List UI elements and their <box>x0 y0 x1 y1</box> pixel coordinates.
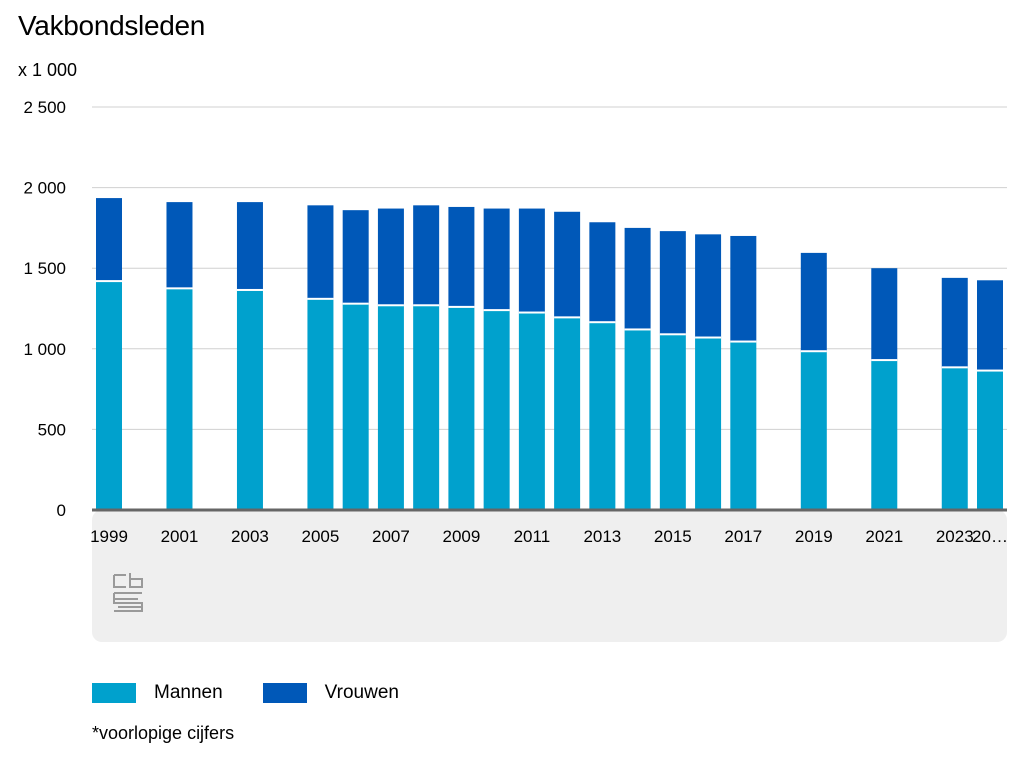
bar-mannen-2023 <box>941 367 968 510</box>
bar-mannen-2016 <box>695 337 722 510</box>
bar-segment-divider <box>871 359 898 362</box>
bar-segment-divider <box>659 333 686 336</box>
bar-vrouwen-2007 <box>377 208 404 306</box>
legend-item-vrouwen: Vrouwen <box>262 682 399 704</box>
x-tick-label: 2007 <box>372 527 410 546</box>
bar-segment-divider <box>483 309 510 312</box>
bar-vrouwen-2005 <box>307 205 334 299</box>
bar-mannen-2015 <box>659 334 686 510</box>
x-tick-label: 2011 <box>514 527 551 546</box>
bar-segment-divider <box>518 311 545 314</box>
bar-mannen-2005 <box>307 298 334 510</box>
bar-segment-divider <box>342 302 369 305</box>
bar-mannen-2017 <box>730 341 757 510</box>
bar-vrouwen-2013 <box>589 222 616 323</box>
y-tick-label: 2 500 <box>23 98 66 117</box>
bars <box>96 198 1003 510</box>
bar-segment-divider <box>589 321 616 324</box>
bar-mannen-2021 <box>871 360 898 510</box>
bar-vrouwen-2021 <box>871 268 898 361</box>
bar-segment-divider <box>941 366 968 369</box>
bar-vrouwen-2015 <box>659 231 686 335</box>
legend-swatch-mannen <box>92 683 136 703</box>
bar-segment-divider <box>554 316 581 319</box>
y-tick-label: 1 500 <box>23 259 66 278</box>
bar-segment-divider <box>448 305 475 308</box>
bar-segment-divider <box>236 288 263 291</box>
bar-vrouwen-2003 <box>236 202 263 290</box>
legend-label-vrouwen: Vrouwen <box>324 682 399 703</box>
y-tick-label: 2 000 <box>23 179 66 198</box>
bar-mannen-2019 <box>800 351 827 510</box>
bar-mannen-2009 <box>448 306 475 510</box>
bar-mannen-2024* <box>977 370 1003 510</box>
x-tick-label: 2015 <box>654 527 692 546</box>
bar-segment-divider <box>413 304 440 307</box>
bar-vrouwen-2024* <box>977 280 1003 371</box>
bar-segment-divider <box>96 280 122 283</box>
bar-mannen-2008 <box>413 305 440 510</box>
x-tick-label: 2001 <box>161 527 199 546</box>
footnote: *voorlopige cijfers <box>92 723 235 743</box>
bar-mannen-2013 <box>589 322 616 510</box>
x-tick-label: 20… <box>972 527 1008 546</box>
bar-mannen-2001 <box>166 288 193 510</box>
bar-segment-divider <box>695 336 722 339</box>
x-tick-label: 2003 <box>231 527 269 546</box>
bar-mannen-2003 <box>236 289 263 510</box>
x-tick-label: 2009 <box>442 527 480 546</box>
bar-vrouwen-2009 <box>448 206 475 307</box>
bar-mannen-2011 <box>518 312 545 510</box>
x-tick-label: 2013 <box>583 527 621 546</box>
bar-segment-divider <box>166 287 193 290</box>
bar-vrouwen-1999 <box>96 198 122 282</box>
chart-title: Vakbondsleden <box>18 10 206 41</box>
x-axis: 1999 2001 2003 2005 2007 2009 2011 2013 2015 2017… <box>90 527 1008 546</box>
y-axis: 0 500 1 000 1 500 2 000 2 500 <box>23 98 66 520</box>
bar-vrouwen-2017 <box>730 235 757 342</box>
x-tick-label: 2021 <box>865 527 903 546</box>
x-tick-label: 2017 <box>724 527 762 546</box>
bar-segment-divider <box>730 340 757 343</box>
cbs-logo-icon <box>113 573 143 612</box>
bar-segment-divider <box>977 369 1003 372</box>
bar-segment-divider <box>800 350 827 353</box>
bar-segment-divider <box>307 297 334 300</box>
bar-segment-divider <box>377 304 404 307</box>
x-tick-label: 2019 <box>795 527 833 546</box>
bar-vrouwen-2014 <box>624 227 651 330</box>
bar-vrouwen-2010 <box>483 208 510 311</box>
chart-footer-panel <box>92 510 1007 642</box>
bar-mannen-2007 <box>377 305 404 510</box>
bar-vrouwen-2008 <box>413 205 440 306</box>
x-tick-label: 2023 <box>936 527 974 546</box>
bar-chart: 0 500 1 000 1 500 2 000 2 500 1999 2001 2003 200… <box>23 98 1008 642</box>
bar-mannen-2014 <box>624 329 651 510</box>
bar-vrouwen-2011 <box>518 208 545 313</box>
x-tick-label: 1999 <box>90 527 128 546</box>
y-axis-unit: x 1 000 <box>18 60 78 80</box>
bar-vrouwen-2006 <box>342 210 369 304</box>
bar-mannen-2012 <box>554 317 581 510</box>
bar-vrouwen-2019 <box>800 252 827 352</box>
bar-vrouwen-2023 <box>941 277 968 368</box>
bar-vrouwen-2016 <box>695 234 722 338</box>
legend-item-mannen: Mannen <box>92 682 223 704</box>
legend-swatch-vrouwen <box>262 683 307 703</box>
y-tick-label: 500 <box>38 420 66 439</box>
bar-mannen-2010 <box>483 310 510 510</box>
bar-vrouwen-2012 <box>554 211 581 318</box>
legend: Mannen Vrouwen <box>92 682 439 704</box>
grid-lines <box>92 106 1007 430</box>
bar-mannen-2006 <box>342 303 369 510</box>
x-tick-label: 2005 <box>302 527 340 546</box>
y-tick-label: 1 000 <box>23 340 66 359</box>
bar-segment-divider <box>624 328 651 331</box>
y-tick-label: 0 <box>57 501 66 520</box>
bar-vrouwen-2001 <box>166 202 193 289</box>
legend-label-mannen: Mannen <box>154 682 223 703</box>
bar-mannen-1999 <box>96 281 122 510</box>
